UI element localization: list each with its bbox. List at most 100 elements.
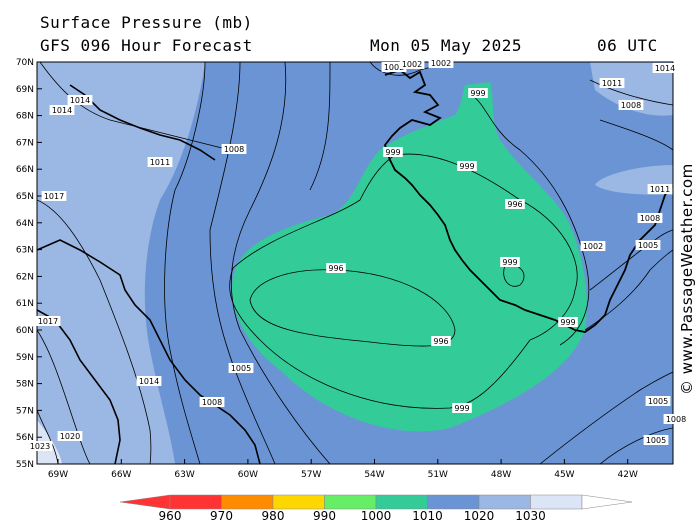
isobar-label: 1017 <box>44 192 64 201</box>
colorbar-label: 1020 <box>464 509 495 523</box>
isobar-label: 999 <box>459 162 474 171</box>
greenland-coastline <box>383 68 673 333</box>
isobar-label-bg <box>645 396 671 406</box>
isobar-label-bg <box>27 441 53 451</box>
isobar-label-bg <box>41 191 67 201</box>
labrador-coastline <box>37 239 261 464</box>
isobar-label-bg <box>228 363 254 373</box>
isobar-label: 996 <box>433 337 448 346</box>
lat-label: 55N <box>16 460 34 470</box>
map-frame <box>36 61 674 465</box>
isobar-label: 1005 <box>638 241 658 250</box>
lon-label: 51W <box>428 470 448 480</box>
colorbar-label: 970 <box>210 509 233 523</box>
isobar-label: 1008 <box>666 415 686 424</box>
colorbar-segment <box>324 494 377 510</box>
isobar-label-bg <box>326 263 346 273</box>
isobar-label-bg <box>652 63 678 73</box>
lat-label: 58N <box>16 380 34 390</box>
isobar-label: 1008 <box>202 398 222 407</box>
isobar-label-bg <box>635 240 661 250</box>
isobar-labels: 1014101410111008101710171014100810201023… <box>27 58 689 451</box>
lat-label: 67N <box>16 138 34 148</box>
lon-label: 45W <box>554 470 574 480</box>
isobar-label: 1011 <box>650 185 670 194</box>
isobar-label: 1002 <box>384 63 404 72</box>
isobar-label: 1005 <box>231 364 251 373</box>
isobar-label: 1002 <box>402 60 422 69</box>
colorbar-label: 960 <box>159 509 182 523</box>
lon-label: 57W <box>301 470 321 480</box>
lat-label: 57N <box>16 406 34 416</box>
colorbar-segment <box>272 494 325 510</box>
pressure-colorbar: 960 970 980 990 1000 1010 1020 1030 <box>119 494 633 523</box>
isobar-label-bg <box>452 403 472 413</box>
isobar-label-bg <box>618 100 644 110</box>
forecast-date: Mon 05 May 2025 <box>370 36 522 55</box>
lon-label: 69W <box>48 470 68 480</box>
lat-label: 65N <box>16 192 34 202</box>
shade-990-1000 <box>232 82 587 432</box>
shade-1010-1020-ne <box>590 62 673 116</box>
isobar-label-bg <box>136 376 162 386</box>
isobar-label-bg <box>599 78 625 88</box>
isobar-label: 999 <box>454 404 469 413</box>
lon-label: 66W <box>111 470 131 480</box>
lat-label: 69N <box>16 85 34 95</box>
isobar-label-bg <box>381 62 407 72</box>
isobar-label: 1014 <box>655 64 675 73</box>
isobar-label: 1023 <box>30 442 50 451</box>
isobar-label: 1014 <box>52 106 72 115</box>
isobar-label-bg <box>505 199 525 209</box>
lat-label: 62N <box>16 272 34 282</box>
colorbar-label: 990 <box>313 509 336 523</box>
colorbar-segment <box>221 494 274 510</box>
pressure-field <box>37 62 673 464</box>
isobar-label: 1002 <box>431 59 451 68</box>
lat-label: 63N <box>16 246 34 256</box>
isobar-label: 996 <box>328 264 343 273</box>
isobar-label: 999 <box>385 148 400 157</box>
lon-label: 54W <box>364 470 384 480</box>
watermark: © www.PassageWeather.com <box>678 163 696 395</box>
isobar-label-bg <box>457 161 477 171</box>
colorbar-label: 1030 <box>515 509 546 523</box>
isobar-label-bg <box>49 105 75 115</box>
lat-label: 61N <box>16 299 34 309</box>
lon-label: 42W <box>618 470 638 480</box>
colorbar-low-arrow <box>119 494 171 510</box>
isobar-label-bg <box>500 257 520 267</box>
isobar-label: 999 <box>560 318 575 327</box>
isobar-label: 1020 <box>60 432 80 441</box>
isobar-label-bg <box>383 147 403 157</box>
isobar-label: 1008 <box>224 145 244 154</box>
lon-label: 63W <box>174 470 194 480</box>
colorbar-segment <box>427 494 480 510</box>
isobar-label-bg <box>199 397 225 407</box>
forecast-model: GFS 096 Hour Forecast <box>40 36 253 55</box>
colorbar-segment <box>478 494 531 510</box>
isobar-label-bg <box>57 431 83 441</box>
colorbar-high-arrow <box>581 494 633 510</box>
isobar-label-bg <box>35 316 61 326</box>
isobar-label: 1011 <box>602 79 622 88</box>
isobar-label-bg <box>637 213 663 223</box>
colorbar-segment <box>375 494 428 510</box>
isobar-label: 1017 <box>38 317 58 326</box>
forecast-time: 06 UTC <box>597 36 658 55</box>
isobar-label-bg <box>221 144 247 154</box>
isobar-label-bg <box>147 157 173 167</box>
lat-label: 64N <box>16 219 34 229</box>
isobar-label-bg <box>428 58 454 68</box>
colorbar-label: 1010 <box>412 509 443 523</box>
isobar-label: 1014 <box>70 96 90 105</box>
lon-label: 60W <box>238 470 258 480</box>
longitude-axis: 69W 66W 63W 60W 57W 54W 51W 48W 45W 42W <box>48 459 638 480</box>
isobar-label: 1008 <box>621 101 641 110</box>
colorbar-segment <box>530 494 583 510</box>
latitude-axis: 70N 69N 68N 67N 66N 65N 64N 63N 62N 61N 60N 59N 58N 5… <box>16 58 42 470</box>
hudson-coastline <box>37 309 121 464</box>
lat-label: 59N <box>16 353 34 363</box>
colorbar-label: 1000 <box>361 509 392 523</box>
